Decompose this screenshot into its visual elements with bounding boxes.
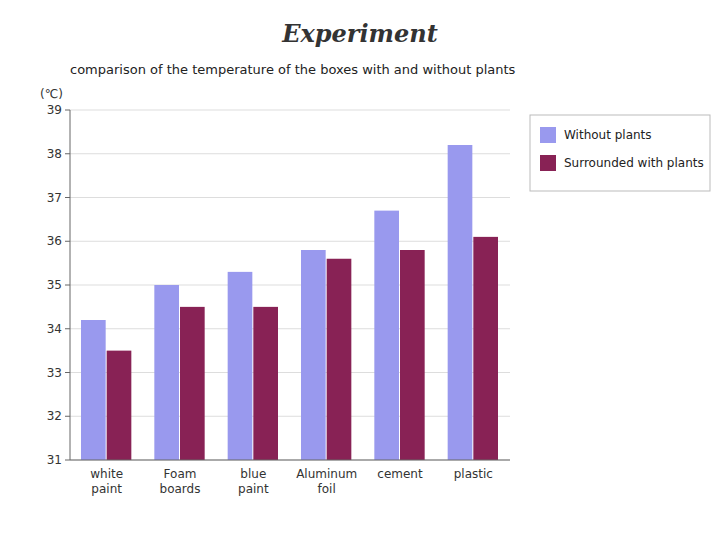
y-tick-label: 39 (47, 103, 62, 117)
legend-label: Surrounded with plants (564, 156, 704, 170)
legend-swatch (540, 155, 556, 171)
y-tick (65, 285, 70, 286)
y-tick-label: 37 (47, 191, 62, 205)
grid-line (70, 285, 510, 286)
grid-line (70, 153, 510, 154)
x-tick-label-line: Foam (164, 467, 197, 481)
y-tick (65, 197, 70, 198)
x-tick-label: plastic (454, 467, 493, 481)
legend-swatch (540, 127, 556, 143)
y-tick-label: 38 (47, 147, 62, 161)
bar (81, 320, 106, 460)
y-tick-label: 36 (47, 234, 62, 248)
y-tick (65, 110, 70, 111)
bar (180, 307, 205, 460)
subtitle: comparison of the temperature of the box… (70, 62, 516, 77)
title: Experiment (281, 19, 438, 48)
grid-line (70, 328, 510, 329)
grid-line (70, 197, 510, 198)
grid-line (70, 110, 510, 111)
bar (448, 145, 473, 460)
x-tick-label-line: cement (377, 467, 423, 481)
y-tick (65, 328, 70, 329)
y-axis-line (70, 110, 71, 460)
y-tick-label: 34 (47, 322, 62, 336)
bar (400, 250, 425, 460)
chart-container: Experiment comparison of the temperature … (0, 0, 720, 540)
y-tick (65, 416, 70, 417)
chart-svg: Experiment comparison of the temperature … (0, 0, 720, 540)
x-tick-label-line: paint (91, 482, 122, 496)
y-tick-label: 31 (47, 453, 62, 467)
y-tick-label: 33 (47, 366, 62, 380)
legend-label: Without plants (564, 128, 652, 142)
bar (473, 237, 498, 460)
legend-frame (530, 115, 710, 191)
x-tick-label-line: boards (160, 482, 201, 496)
grid: 31 32 33 34 35 36 37 38 39 (47, 103, 510, 467)
y-tick (65, 153, 70, 154)
y-axis-label: (℃) (40, 87, 63, 101)
x-tick-label-line: paint (238, 482, 269, 496)
bar (327, 259, 352, 460)
grid-line (70, 416, 510, 417)
x-tick-label-line: foil (318, 482, 336, 496)
x-tick-label: bluepaint (238, 467, 269, 496)
bar (154, 285, 179, 460)
x-tick-label: Foamboards (160, 467, 201, 496)
bar (228, 272, 253, 460)
x-tick-label: cement (377, 467, 423, 481)
x-tick-label: whitepaint (90, 467, 123, 496)
x-tick-label-line: plastic (454, 467, 493, 481)
legend: Without plants Surrounded with plants (530, 115, 710, 191)
bars (81, 145, 498, 460)
grid-line (70, 460, 510, 461)
bar (374, 211, 399, 460)
grid-line (70, 241, 510, 242)
x-tick-label-line: Aluminum (296, 467, 357, 481)
y-tick (65, 460, 70, 461)
bar (107, 351, 132, 460)
grid-line (70, 372, 510, 373)
bar (301, 250, 326, 460)
y-tick-label: 32 (47, 409, 62, 423)
bar (253, 307, 278, 460)
y-tick (65, 241, 70, 242)
x-tick-label: Aluminumfoil (296, 467, 357, 496)
y-tick (65, 372, 70, 373)
x-tick-label-line: blue (240, 467, 266, 481)
x-axis-line (70, 460, 510, 461)
x-tick-label-line: white (90, 467, 123, 481)
y-tick-label: 35 (47, 278, 62, 292)
